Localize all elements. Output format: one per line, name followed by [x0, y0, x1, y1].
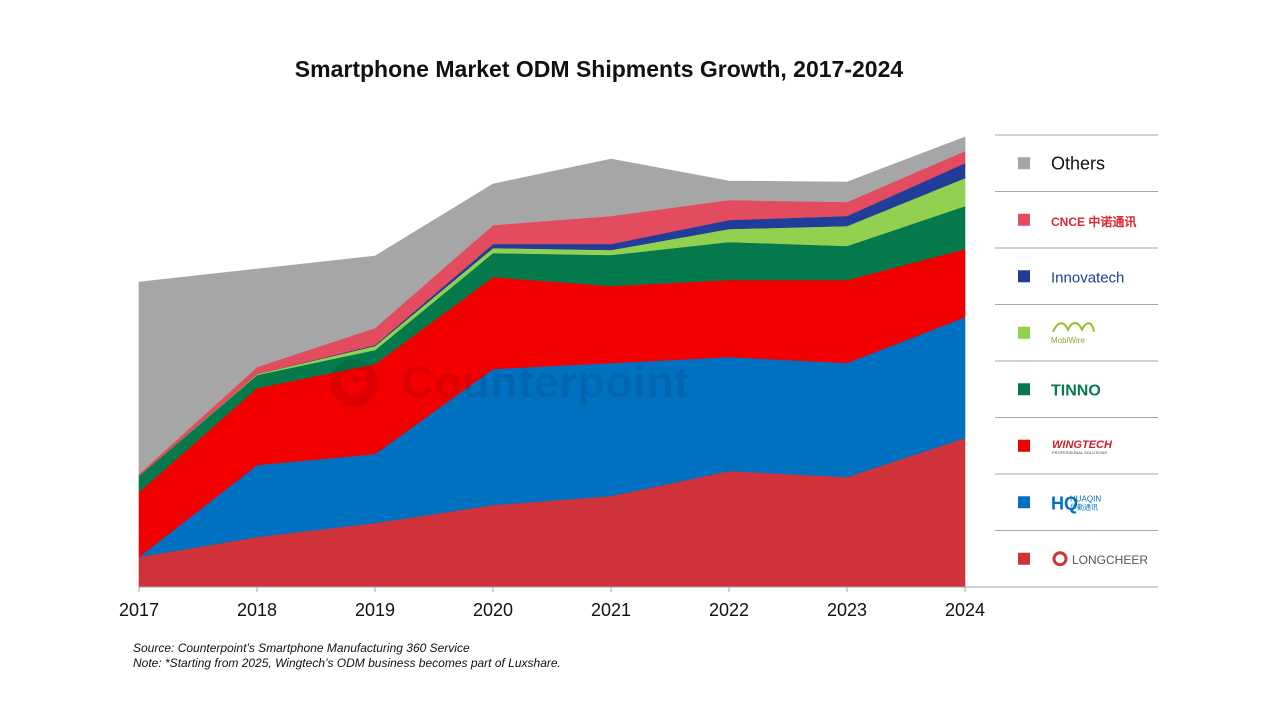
legend-swatch — [1018, 496, 1030, 509]
legend-item-mobiwire: MobiWire — [1018, 322, 1095, 345]
legend-logo-wingtech: WINGTECH — [1052, 439, 1113, 451]
x-axis: 2017 2018 2019 2020 2021 2022 2023 2024 — [119, 586, 1158, 620]
x-tick-label: 2021 — [591, 600, 631, 620]
legend-item-innovatech: Innovatech — [1018, 269, 1124, 286]
legend-label: Others — [1051, 153, 1105, 173]
legend-item-cnce: CNCE 中诺通讯 — [1018, 213, 1136, 229]
legend-swatch — [1018, 439, 1030, 452]
chart-notes: Source: Counterpoint’s Smartphone Manufa… — [133, 641, 561, 671]
legend-logo-cnce: CNCE 中诺通讯 — [1051, 214, 1136, 229]
longcheer-logo-icon — [1052, 551, 1068, 567]
x-tick-label: 2019 — [355, 600, 395, 620]
chart-title: Smartphone Market ODM Shipments Growth, … — [294, 56, 904, 82]
x-tick-label: 2023 — [827, 600, 867, 620]
legend-logo-mobiwire: MobiWire — [1051, 336, 1085, 345]
mobiwire-logo-icon — [1052, 322, 1095, 333]
source-note: Source: Counterpoint’s Smartphone Manufa… — [133, 641, 470, 655]
legend-swatch — [1018, 383, 1030, 396]
legend-swatch — [1018, 157, 1030, 170]
huaqin-logo-icon: HQ — [1051, 493, 1078, 513]
legend-logo-tinno: TINNO — [1051, 382, 1101, 399]
legend-swatch — [1018, 213, 1030, 226]
legend-logo-huaqin: HUAQIN — [1070, 494, 1101, 503]
legend-item-longcheer: LONGCHEER — [1018, 551, 1148, 567]
x-tick-label: 2020 — [473, 600, 513, 620]
wingtech-logo-subtext: PROFESSIONAL SOLUTIONS — [1052, 450, 1108, 455]
legend-swatch — [1018, 270, 1030, 283]
x-tick-label: 2017 — [119, 600, 159, 620]
legend-item-tinno: TINNO — [1018, 382, 1101, 399]
legend-logo-innovatech: Innovatech — [1051, 269, 1124, 286]
x-tick-label: 2018 — [237, 600, 277, 620]
legend-swatch — [1018, 326, 1030, 339]
legend: Others CNCE 中诺通讯 Innovatech MobiWire TINNO PR… — [995, 134, 1158, 588]
huaqin-logo-subtext: 华勤通讯 — [1070, 502, 1098, 511]
footnote: Note: *Starting from 2025, Wingtech’s OD… — [133, 656, 561, 670]
area-others — [138, 136, 966, 475]
legend-item-others: Others — [1018, 153, 1105, 173]
legend-swatch — [1018, 552, 1030, 565]
x-tick-label: 2024 — [945, 600, 985, 620]
legend-logo-longcheer: LONGCHEER — [1072, 553, 1148, 567]
x-tick-label: 2022 — [709, 600, 749, 620]
area-layers — [138, 136, 966, 588]
